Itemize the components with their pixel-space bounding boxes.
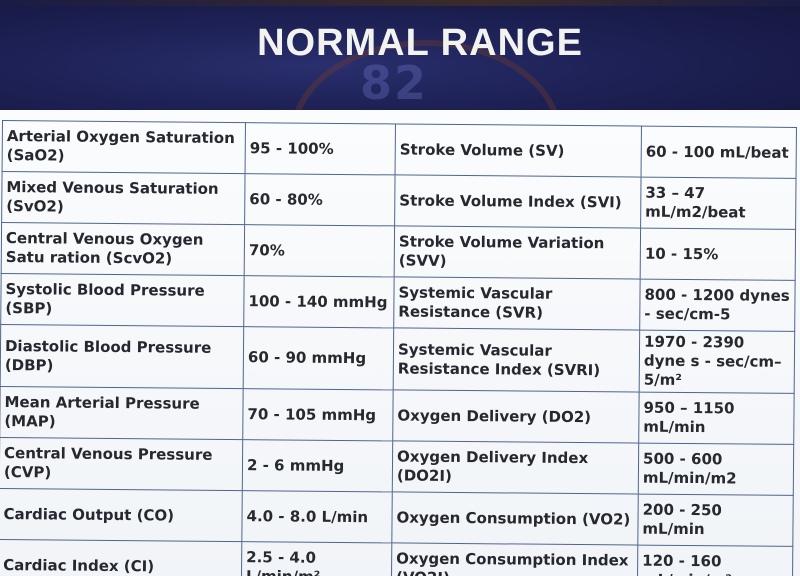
parameter-range: 500 - 600 mL/min/m2 (638, 443, 794, 496)
parameter-range: 60 - 100 mL/beat (641, 126, 797, 179)
table-row: Central Venous Oxygen Satu ration (ScvO2… (1, 222, 796, 281)
parameter-name: Oxygen Consumption (VO2) (391, 491, 639, 546)
parameter-range: 800 - 1200 dynes - sec/cm-5 (639, 279, 796, 332)
table-row: Cardiac Index (CI) 2.5 - 4.0 L/min/m² Ox… (0, 539, 793, 576)
parameter-name: Stroke Volume (SV) (395, 123, 642, 178)
table-row: Arterial Oxygen Saturation (SaO2) 95 - 1… (2, 120, 797, 179)
parameter-range: 95 - 100% (245, 122, 396, 175)
header-banner: 82 NORMAL RANGE (0, 0, 800, 110)
parameter-name: Systemic Vascular Resistance Index (SVRI… (393, 327, 640, 393)
table-sheet (0, 110, 800, 576)
parameter-range: 70% (244, 224, 395, 277)
parameter-range: 60 - 80% (244, 173, 396, 226)
parameter-range: 100 - 140 mmHg (243, 275, 395, 328)
parameter-name: Central Venous Pressure (CVP) (0, 437, 243, 491)
parameter-name: Mean Arterial Pressure (MAP) (0, 386, 244, 440)
parameter-name: Cardiac Output (CO) (0, 488, 243, 542)
parameter-name: Mixed Venous Saturation (SvO2) (1, 171, 246, 225)
parameter-range: 70 - 105 mmHg (242, 388, 394, 441)
table-row: Mixed Venous Saturation (SvO2) 60 - 80% … (1, 171, 797, 230)
parameter-range: 60 - 90 mmHg (243, 326, 394, 390)
page-title: NORMAL RANGE (257, 22, 583, 64)
parameter-range: 2 - 6 mmHg (242, 439, 393, 492)
parameter-name: Oxygen Delivery (DO2) (392, 389, 640, 444)
parameter-range: 2.5 - 4.0 L/min/m² (241, 541, 392, 576)
parameter-name: Oxygen Delivery Index (DO2I) (392, 440, 639, 495)
parameter-range: 200 - 250 mL/min (637, 494, 794, 547)
table-row: Central Venous Pressure (CVP) 2 - 6 mmHg… (0, 437, 794, 496)
table-row: Diastolic Blood Pressure (DBP) 60 - 90 m… (0, 324, 795, 394)
parameter-range: 1970 - 2390 dyne s - sec/cm–5/m² (639, 330, 795, 394)
parameter-name: Stroke Volume Variation (SVV) (394, 225, 641, 280)
parameter-name: Cardiac Index (CI) (0, 539, 242, 576)
table-row: Systolic Blood Pressure (SBP) 100 - 140 … (0, 273, 796, 332)
parameter-name: Stroke Volume Index (SVI) (394, 174, 642, 229)
table-row: Mean Arterial Pressure (MAP) 70 - 105 mm… (0, 386, 795, 445)
parameter-name: Systemic Vascular Resistance (SVR) (393, 276, 641, 331)
parameter-range: 33 – 47 mL/m2/beat (640, 177, 797, 230)
parameter-name: Arterial Oxygen Saturation (SaO2) (2, 120, 246, 174)
parameter-range: 120 - 160 mL/min/m² (637, 545, 793, 576)
parameter-name: Diastolic Blood Pressure (DBP) (0, 324, 244, 389)
normal-range-table: Arterial Oxygen Saturation (SaO2) 95 - 1… (0, 120, 797, 576)
parameter-name: Systolic Blood Pressure (SBP) (0, 273, 245, 327)
parameter-name: Central Venous Oxygen Satu ration (ScvO2… (1, 222, 245, 276)
table-row: Cardiac Output (CO) 4.0 - 8.0 L/min Oxyg… (0, 488, 794, 547)
normal-range-table-wrapper: Arterial Oxygen Saturation (SaO2) 95 - 1… (0, 120, 797, 576)
parameter-range: 950 – 1150 mL/min (638, 392, 795, 445)
parameter-range: 4.0 - 8.0 L/min (241, 490, 393, 543)
parameter-range: 10 - 15% (640, 228, 796, 281)
header-top-line (0, 0, 800, 6)
parameter-name: Oxygen Consumption Index (VO2I) (391, 542, 638, 576)
background-monitor-number: 82 (360, 56, 429, 110)
